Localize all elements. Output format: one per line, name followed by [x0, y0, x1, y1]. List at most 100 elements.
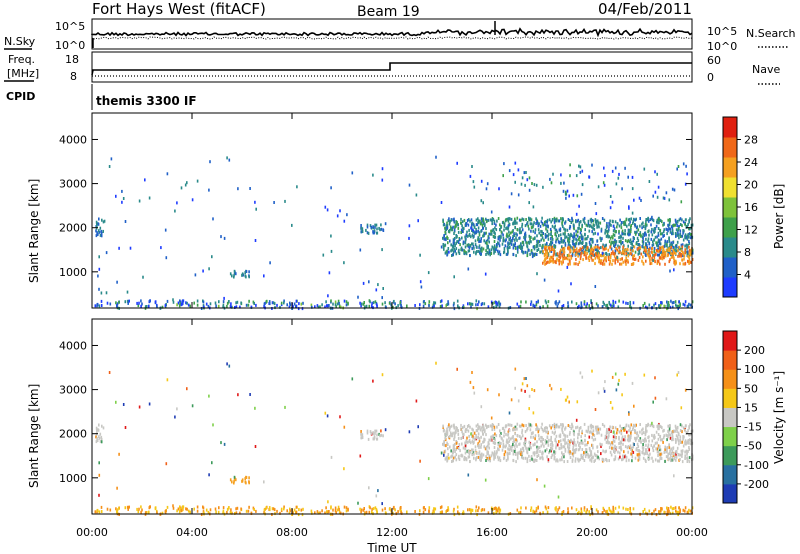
velocity-point — [675, 452, 677, 456]
velocity-point — [583, 508, 586, 512]
power-point — [250, 305, 253, 309]
power-point — [469, 219, 471, 223]
velocity-point — [522, 449, 525, 453]
velocity-point — [608, 441, 611, 445]
velocity-point — [467, 473, 470, 477]
power-point — [618, 224, 621, 228]
power-point — [656, 218, 659, 222]
velocity-point — [488, 454, 490, 458]
power-point — [460, 231, 462, 234]
power-point — [102, 220, 105, 224]
power-point — [651, 243, 654, 247]
power-point — [145, 305, 148, 308]
power-point — [544, 252, 547, 256]
velocity-point — [608, 459, 610, 463]
velocity-point — [566, 434, 569, 438]
power-point — [569, 174, 571, 178]
velocity-point — [469, 380, 472, 384]
velocity-point — [644, 511, 647, 515]
power-point — [544, 235, 547, 239]
velocity-point — [574, 448, 577, 452]
power-point — [651, 258, 653, 262]
velocity-point — [618, 442, 620, 446]
velocity-point — [454, 431, 456, 435]
velocity-point — [608, 446, 611, 450]
velocity-point — [141, 508, 143, 512]
power-point — [475, 252, 477, 256]
power-point — [598, 260, 600, 264]
velocity-point — [466, 440, 469, 444]
power-point — [503, 247, 506, 250]
power-point — [658, 241, 661, 245]
power-point — [182, 299, 185, 303]
velocity-point — [557, 425, 560, 429]
power-point — [656, 220, 658, 224]
velocity-point — [297, 513, 300, 517]
velocity-point — [475, 458, 477, 462]
velocity-point — [504, 445, 507, 449]
velocity-point — [578, 443, 580, 447]
power-point — [218, 300, 220, 304]
power-point — [685, 218, 687, 222]
velocity-point — [589, 453, 592, 457]
power-point — [506, 252, 509, 256]
velocity-point — [371, 507, 373, 511]
velocity-point — [668, 445, 671, 449]
power-point — [495, 223, 497, 227]
power-point — [677, 304, 680, 308]
velocity-point — [515, 438, 517, 442]
velocity-point — [374, 429, 376, 433]
power-point — [474, 239, 477, 243]
velocity-point — [480, 443, 482, 447]
velocity-point — [563, 455, 565, 459]
power-point — [637, 243, 639, 247]
velocity-point — [669, 436, 672, 440]
power-point — [682, 238, 685, 242]
velocity-point — [678, 458, 680, 462]
velocity-point — [623, 428, 625, 432]
velocity-point — [622, 438, 625, 442]
velocity-point — [641, 432, 643, 436]
power-point — [531, 255, 534, 259]
power-point — [680, 200, 683, 204]
velocity-point — [626, 446, 629, 450]
power-point — [587, 219, 590, 223]
power-point — [343, 261, 345, 265]
power-point — [445, 304, 447, 308]
velocity-point — [340, 511, 342, 515]
velocity-point — [632, 450, 635, 454]
power-point — [672, 248, 674, 252]
velocity-point — [555, 459, 557, 463]
power-point — [667, 246, 669, 250]
power-point — [577, 251, 579, 255]
velocity-point — [541, 422, 543, 426]
velocity-point — [673, 474, 675, 478]
power-point — [640, 252, 643, 256]
velocity-point — [605, 449, 607, 453]
power-point — [433, 301, 435, 305]
velocity-point — [491, 451, 494, 455]
power-point — [564, 241, 567, 245]
velocity-point — [591, 425, 594, 428]
power-point — [644, 231, 646, 235]
velocity-point — [455, 458, 458, 462]
velocity-point — [515, 460, 517, 464]
power-point — [669, 258, 671, 262]
velocity-point — [516, 444, 518, 448]
velocity-point — [535, 506, 538, 510]
velocity-point — [618, 430, 621, 434]
power-point — [482, 218, 485, 222]
velocity-point — [339, 415, 341, 419]
velocity-point — [177, 507, 180, 511]
power-point — [583, 216, 586, 220]
power-point — [575, 257, 577, 261]
power-point — [674, 262, 676, 266]
power-point — [467, 218, 470, 221]
velocity-point — [654, 441, 657, 445]
power-point — [374, 300, 377, 304]
power-point — [562, 304, 565, 307]
power-point — [633, 258, 636, 261]
velocity-point — [496, 451, 498, 455]
velocity-point — [546, 430, 549, 434]
power-point — [570, 245, 572, 249]
